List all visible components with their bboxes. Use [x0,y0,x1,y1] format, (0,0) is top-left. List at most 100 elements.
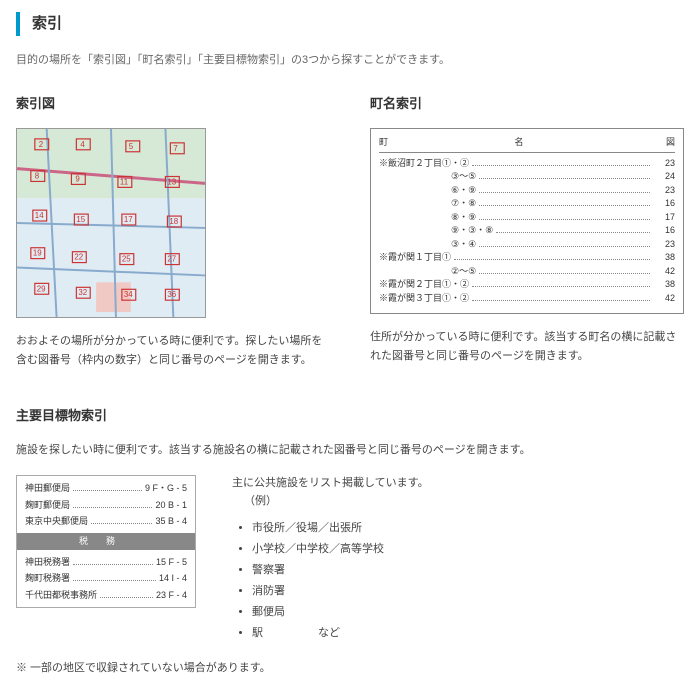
svg-text:29: 29 [37,285,46,294]
svg-text:4: 4 [80,140,85,149]
dots [479,178,650,179]
landmark-row-name: 東京中央郵便局 [25,514,88,528]
svg-text:13: 13 [167,178,176,187]
dots [73,580,156,581]
landmark-right-lead: 主に公共施設をリスト掲載しています。 [232,475,429,493]
dots [91,523,152,524]
sakuin-desc: おおよその場所が分かっている時に便利です。探したい場所を含む図番号（枠内の数字）… [16,332,330,369]
choumei-row: ※霞が関２丁目①・②38 [379,278,675,292]
choumei-col-zu: 図 [651,135,675,149]
svg-text:22: 22 [74,253,83,262]
choumei-row: ⑥・⑨23 [379,184,675,198]
landmark-example-item: 郵便局 [252,602,429,623]
choumei-row-name: ⑨・③・⑧ [379,224,493,238]
choumei-row-name: ※霞が関２丁目①・② [379,278,469,292]
dots [472,165,650,166]
landmark-row-name: 千代田都税事務所 [25,588,97,602]
choumei-row: ⑦・⑧16 [379,197,675,211]
choumei-section: 町名索引 町 名 図 ※飯沼町２丁目①・② 23 ③～⑤ 24⑥・⑨23⑦・⑧16⑧・… [370,94,684,370]
dots [479,273,650,274]
choumei-row-page: 42 [653,292,675,306]
choumei-row-name: ⑧・⑨ [379,211,476,225]
dots [496,232,650,233]
svg-text:14: 14 [35,211,44,220]
dots [73,490,142,491]
svg-text:25: 25 [122,255,131,264]
landmark-row-name: 麹町郵便局 [25,498,70,512]
landmark-heading: 主要目標物索引 [16,406,684,427]
choumei-row: ③～⑤ 24 [379,170,675,184]
choumei-row: ※霞が関１丁目① 38 [379,251,675,265]
svg-text:17: 17 [124,215,133,224]
svg-text:36: 36 [167,291,176,300]
landmark-row-name: 神田郵便局 [25,481,70,495]
svg-text:11: 11 [120,178,129,187]
landmark-row: 麹町郵便局 20 B - 1 [17,497,195,513]
choumei-row-page: 17 [653,211,675,225]
svg-text:34: 34 [124,291,133,300]
dots [479,219,650,220]
landmark-row: 神田税務署 15 F - 5 [17,554,195,570]
choumei-table: 町 名 図 ※飯沼町２丁目①・②23③～⑤24⑥・⑨23⑦・⑧16⑧・⑨17⑨・… [370,128,684,314]
sakuin-section: 索引図 24 [16,94,330,370]
svg-text:5: 5 [129,142,134,151]
landmark-example-item: 駅 など [252,623,429,644]
dots [454,259,650,260]
sakuin-heading: 索引図 [16,94,330,115]
landmark-example-list: 市役所／役場／出張所小学校／中学校／高等学校警察署消防署郵便局駅 など [232,518,429,643]
landmark-example-item: 小学校／中学校／高等学校 [252,539,429,560]
landmark-row-name: 神田税務署 [25,555,70,569]
landmark-example-item: 消防署 [252,581,429,602]
landmark-row-code: 23 F - 4 [156,588,187,602]
landmark-row: 神田郵便局 9 F・G - 5 [17,480,195,496]
svg-text:32: 32 [78,289,87,298]
choumei-row: ⑨・③・⑧16 [379,224,675,238]
landmark-row: 麹町税務署 14 I - 4 [17,570,195,586]
choumei-row-name: ※飯沼町２丁目①・② [379,157,469,171]
landmark-row-code: 14 I - 4 [159,571,187,585]
choumei-row-name: ※霞が関１丁目① [379,251,451,265]
landmark-row: 千代田都税事務所 23 F - 4 [17,587,195,603]
choumei-row: ※霞が関３丁目①・② 42 [379,292,675,306]
landmark-example-item: 警察署 [252,560,429,581]
choumei-row-page: 23 [653,184,675,198]
landmark-example-item: 市役所／役場／出張所 [252,518,429,539]
landmark-row-name: 麹町税務署 [25,571,70,585]
footnote: ※ 一部の地区で収録されていない場合があります。 [16,660,684,678]
svg-text:15: 15 [76,215,85,224]
choumei-row-page: 42 [653,265,675,279]
choumei-col-name: 名 [395,135,651,149]
svg-text:19: 19 [33,249,42,258]
choumei-row-name: ③～⑤ [379,170,476,184]
svg-text:27: 27 [167,255,176,264]
landmark-examples: 主に公共施設をリスト掲載しています。 （例） 市役所／役場／出張所小学校／中学校… [232,475,429,644]
dots [479,246,650,247]
dots [479,205,650,206]
choumei-col-chou: 町 [379,135,395,149]
choumei-row: ※飯沼町２丁目①・② 23 [379,157,675,171]
dots [100,597,153,598]
dots [73,507,152,508]
svg-text:18: 18 [169,217,178,226]
landmark-row-code: 9 F・G - 5 [145,481,187,495]
landmark-row-code: 35 B - 4 [155,514,187,528]
choumei-row-name: ※霞が関３丁目①・② [379,292,469,306]
landmark-row-code: 20 B - 1 [155,498,187,512]
sakuin-map-image: 2457 891113 14151718 19222527 29323436 [16,128,206,318]
page-title: 索引 [16,12,684,36]
landmark-section: 主要目標物索引 施設を探したい時に便利です。該当する施設名の横に記載された図番号… [16,406,684,644]
choumei-row-page: 23 [653,238,675,252]
landmark-list-frame: 神田郵便局 9 F・G - 5 麹町郵便局 20 B - 1 東京中央郵便局 35 B -… [16,475,196,608]
svg-text:8: 8 [35,172,40,181]
landmark-row: 東京中央郵便局 35 B - 4 [17,513,195,529]
choumei-row-page: 24 [653,170,675,184]
choumei-heading: 町名索引 [370,94,684,115]
intro-text: 目的の場所を「索引図」「町名索引」「主要目標物索引」の3つから探すことができます… [16,52,684,70]
choumei-row-page: 38 [653,251,675,265]
landmark-row-code: 15 F - 5 [156,555,187,569]
choumei-row: ②～⑤42 [379,265,675,279]
dots [479,192,650,193]
choumei-row-page: 23 [653,157,675,171]
choumei-desc: 住所が分かっている時に便利です。該当する町名の横に記載された図番号と同じ番号のペ… [370,328,684,365]
dots [472,300,650,301]
